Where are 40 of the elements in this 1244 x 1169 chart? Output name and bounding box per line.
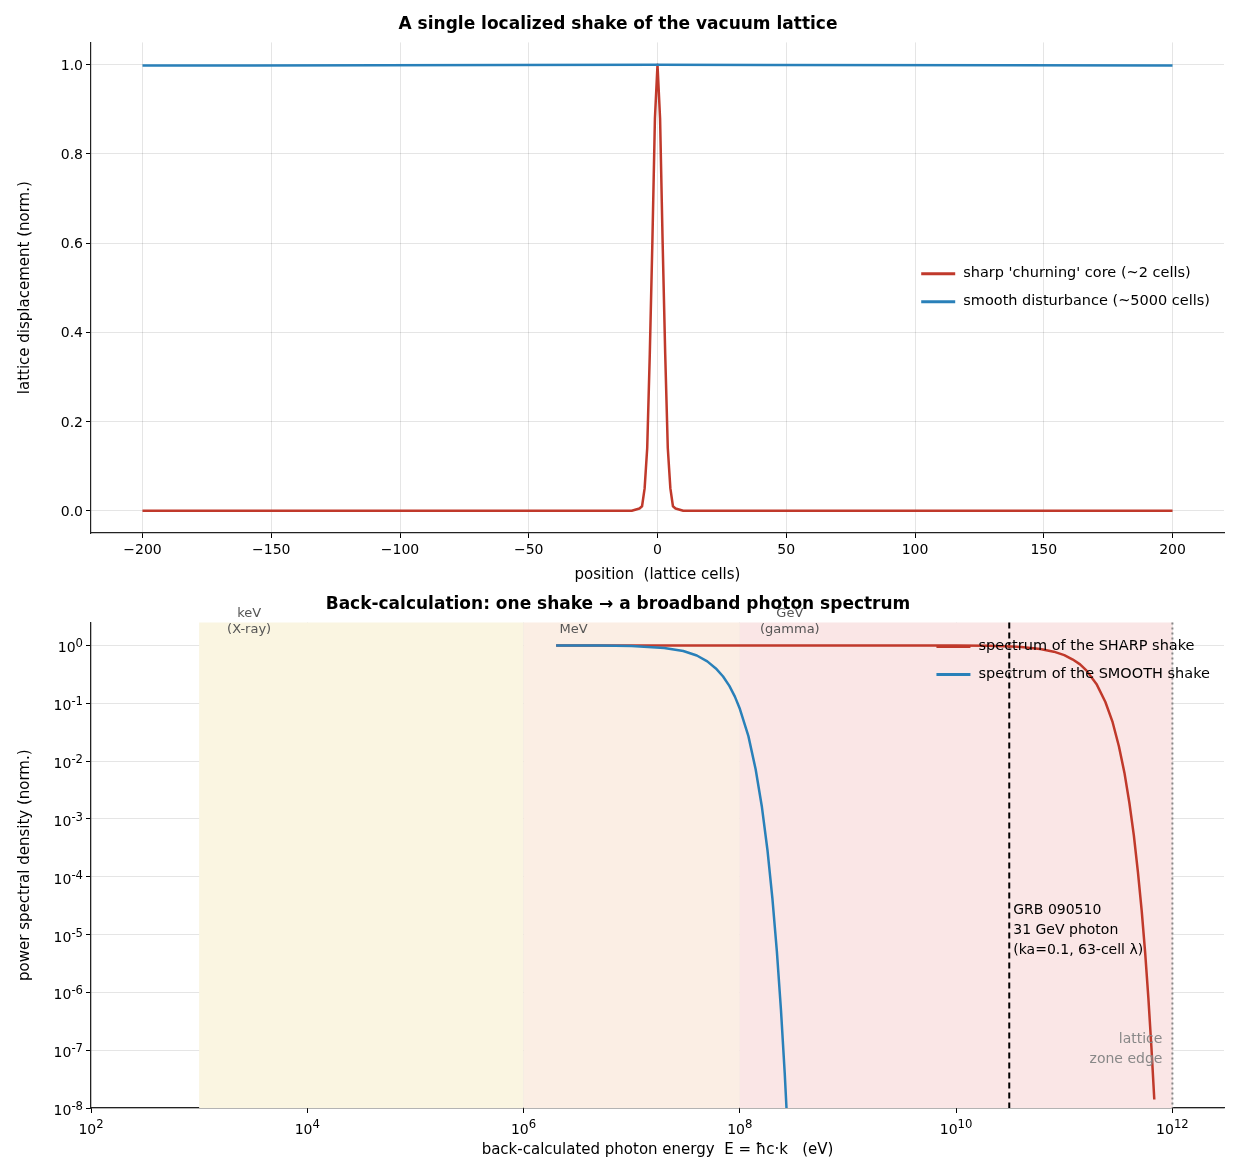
y-tick-label: 10$^{-3}$ — [53, 808, 83, 830]
x-tick-label: 150 — [1030, 541, 1058, 557]
y-tick-label: 10$^{-7}$ — [53, 1039, 83, 1061]
x-tick-label: 10$^{6}$ — [510, 1116, 537, 1137]
y-tick-label: 10$^{-4}$ — [53, 866, 83, 888]
annotation: GRB 090510 31 GeV photon (ka=0.1, 63-cell λ) — [1013, 900, 1144, 960]
x-tick-label: 50 — [777, 541, 796, 557]
x-tick-label: 10$^{8}$ — [727, 1116, 753, 1137]
x-tick-label: 0 — [653, 541, 662, 557]
y-tick-label: 1.0 — [60, 56, 83, 73]
legend-label: sharp 'churning' core (~2 cells) — [963, 264, 1191, 281]
x-tick-label: 100 — [901, 541, 929, 557]
x-axis-title: back-calculated photon energy E = ħc·k (eV) — [481, 1139, 834, 1158]
band-label: MeV — [559, 621, 588, 637]
y-tick-label: 0.2 — [60, 413, 83, 430]
y-tick-label: 0.0 — [60, 502, 83, 519]
y-tick-label: 0.6 — [60, 235, 83, 252]
x-tick-label: 10$^{10}$ — [939, 1116, 973, 1137]
y-tick-label: 10$^{-5}$ — [53, 924, 83, 945]
y-tick-label: 10$^{-1}$ — [53, 692, 83, 714]
x-tick-label: −100 — [380, 541, 420, 557]
x-tick-label: −150 — [252, 541, 291, 557]
y-tick-label: 10$^{-8}$ — [53, 1097, 83, 1119]
y-tick-label: 10$^{-2}$ — [53, 750, 83, 772]
y-axis-title: lattice displacement (norm.) — [14, 181, 33, 395]
y-tick-label: 0.4 — [60, 324, 83, 341]
band-label: keV (X-ray) — [227, 605, 272, 637]
chart-title: A single localized shake of the vacuum lattice — [398, 12, 838, 33]
x-tick-label: 10$^{12}$ — [1156, 1116, 1189, 1137]
x-tick-label: −50 — [513, 541, 544, 557]
y-tick-label: 0.8 — [60, 145, 83, 162]
x-tick-label: 10$^{2}$ — [78, 1116, 104, 1137]
x-tick-label: 10$^{4}$ — [294, 1116, 320, 1137]
legend-label: smooth disturbance (~5000 cells) — [963, 292, 1211, 309]
x-tick-label: −200 — [123, 541, 162, 557]
y-axis-title: power spectral density (norm.) — [14, 749, 33, 981]
x-tick-label: 200 — [1159, 541, 1186, 557]
y-tick-label: 10$^{0}$ — [57, 635, 83, 656]
y-tick-label: 10$^{-6}$ — [53, 982, 83, 1003]
x-axis-title: position (lattice cells) — [574, 564, 741, 583]
